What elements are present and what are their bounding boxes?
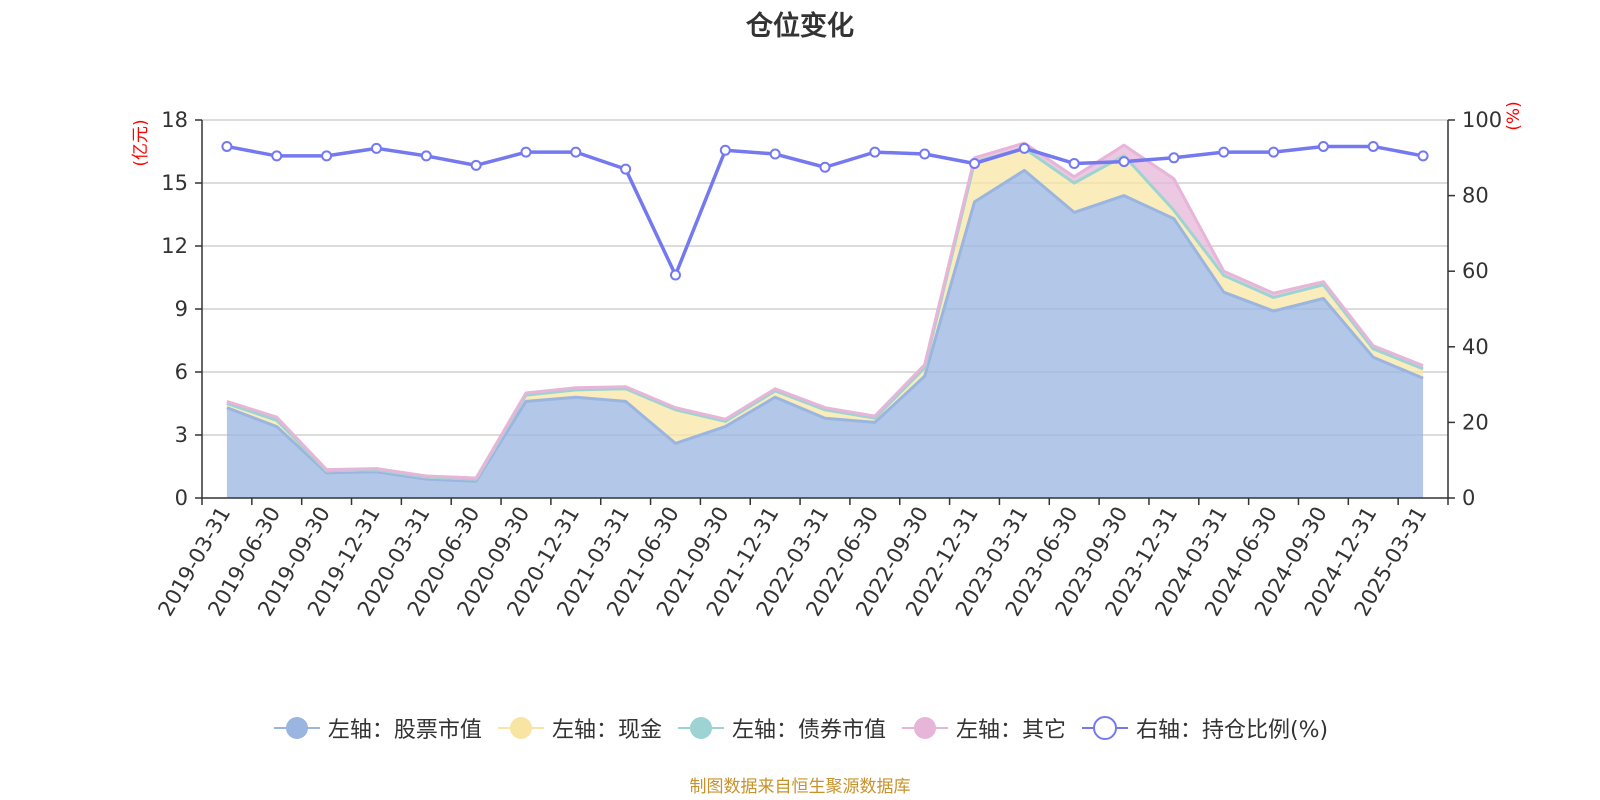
ratio-point xyxy=(1018,142,1030,154)
legend-label: 左轴：股票市值 xyxy=(327,718,482,743)
ratio-point xyxy=(520,146,532,158)
legend-item[interactable]: 左轴：股票市值 xyxy=(272,712,482,744)
ratio-point xyxy=(1068,157,1080,169)
ratio-point xyxy=(620,163,632,175)
ratio-point xyxy=(1268,146,1280,158)
ratio-point xyxy=(819,161,831,173)
left-axis-tick-label: 6 xyxy=(175,360,188,384)
area-edge-左轴：其它 xyxy=(226,141,1424,480)
left-axis-tick-label: 3 xyxy=(175,423,188,447)
ratio-point xyxy=(420,150,432,162)
ratio-point xyxy=(869,146,881,158)
ratio-point xyxy=(321,150,333,162)
legend-item[interactable]: 左轴：现金 xyxy=(496,712,662,744)
legend-swatch-icon xyxy=(677,717,724,739)
ratio-point xyxy=(570,146,582,158)
right-axis-unit: (%) xyxy=(1504,101,1524,130)
ratio-point xyxy=(470,159,482,171)
left-axis-tick-label: 18 xyxy=(161,108,188,132)
ratio-point xyxy=(221,140,233,152)
grid-lines xyxy=(202,119,1448,436)
area-左轴：股票市值 xyxy=(226,170,1424,498)
stacked-areas xyxy=(226,141,1424,498)
ratio-point xyxy=(1168,152,1180,164)
legend-label: 左轴：其它 xyxy=(955,718,1066,743)
legend-item[interactable]: 左轴：债券市值 xyxy=(676,712,886,744)
left-axis-unit: (亿元) xyxy=(131,119,151,166)
right-axis-tick-label: 80 xyxy=(1462,184,1489,208)
ratio-point xyxy=(1317,140,1329,152)
ratio-point xyxy=(1218,146,1230,158)
left-axis-tick-label: 0 xyxy=(175,486,188,510)
legend-swatch-icon xyxy=(1081,716,1128,740)
ratio-point xyxy=(1118,156,1130,168)
chart-title: 仓位变化 xyxy=(746,11,854,42)
legend-item[interactable]: 左轴：其它 xyxy=(900,712,1066,744)
right-axis-tick-label: 60 xyxy=(1462,259,1489,283)
left-axis-tick-label: 15 xyxy=(161,171,188,195)
legend: 左轴：股票市值 左轴：现金 左轴：债券市值 左轴：其它 右轴：持仓比例(%) xyxy=(0,712,1600,744)
ratio-point xyxy=(769,148,781,160)
ratio-point xyxy=(969,157,981,169)
chart-plot: 03691215180204060801002019-03-312019-06-… xyxy=(131,101,1524,620)
source-note: 制图数据来自恒生聚源数据库 xyxy=(689,777,911,797)
left-axis-tick-label: 12 xyxy=(161,234,188,258)
ratio-line xyxy=(221,140,1429,281)
legend-item[interactable]: 右轴：持仓比例(%) xyxy=(1080,712,1328,744)
left-axis-tick-label: 9 xyxy=(175,297,188,321)
ratio-point xyxy=(271,150,283,162)
ratio-point xyxy=(1367,140,1379,152)
ratio-point xyxy=(719,144,731,156)
legend-label: 左轴：现金 xyxy=(551,718,662,743)
legend-swatch-icon xyxy=(497,717,544,739)
legend-label: 右轴：持仓比例(%) xyxy=(1135,718,1329,743)
right-axis-tick-label: 40 xyxy=(1462,335,1489,359)
right-axis-tick-label: 20 xyxy=(1462,410,1489,434)
ratio-point xyxy=(919,148,931,160)
ratio-point xyxy=(370,142,382,154)
legend-swatch-icon xyxy=(901,717,948,739)
legend-swatch-icon xyxy=(273,717,320,739)
right-axis-tick-label: 100 xyxy=(1462,108,1502,132)
right-axis-tick-label: 0 xyxy=(1462,486,1475,510)
legend-label: 左轴：债券市值 xyxy=(731,718,886,743)
ratio-point xyxy=(669,269,681,281)
area-edge-左轴：股票市值 xyxy=(226,168,1424,483)
ratio-point xyxy=(1417,150,1429,162)
